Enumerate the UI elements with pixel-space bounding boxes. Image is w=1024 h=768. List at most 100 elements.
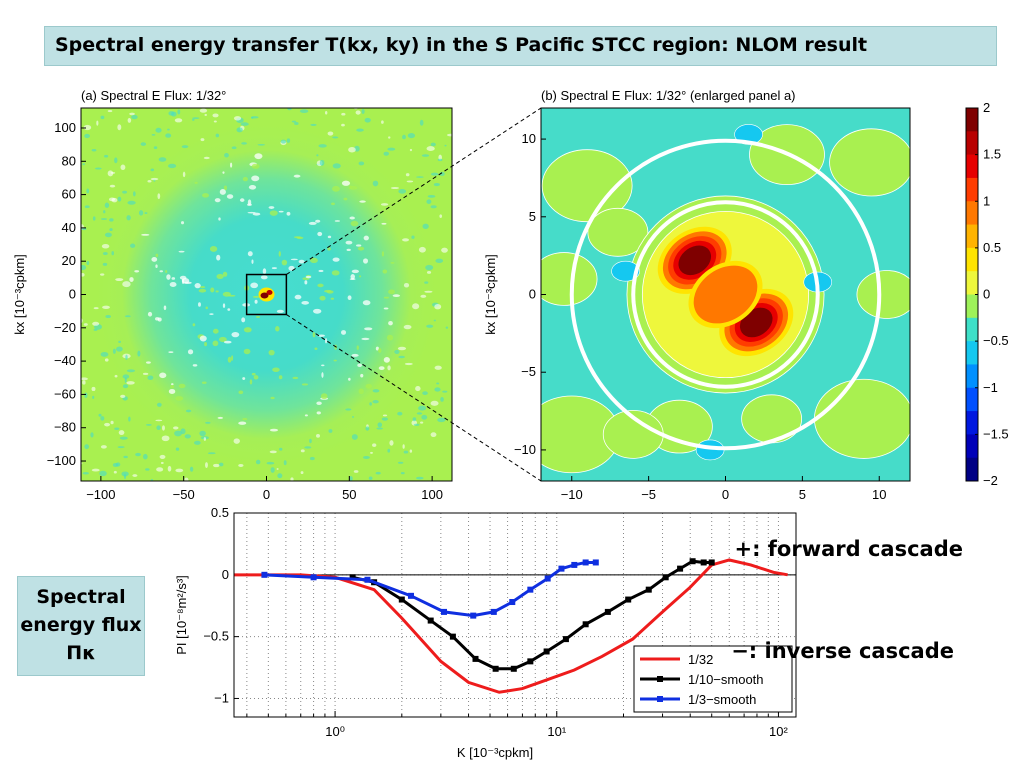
panel-b-patch <box>741 394 803 444</box>
series-3-marker <box>592 559 599 566</box>
page-title: Spectral energy transfer T(kx, ky) in th… <box>55 34 868 56</box>
series-2-marker <box>604 608 611 615</box>
panel-b: (b) Spectral E Flux: 1/32° (enlarged pan… <box>483 88 911 502</box>
colorbar-segment <box>966 434 978 459</box>
legend-label: 1/3−smooth <box>688 692 756 707</box>
panel-a-xtick-label: 0 <box>263 487 270 502</box>
panel-a-ytick-label: −20 <box>54 320 76 335</box>
panel-b-blob <box>745 312 768 333</box>
series-3-marker <box>470 612 477 619</box>
panel-b-ytick-label: −5 <box>521 364 536 379</box>
panel-b-ytick-label: 0 <box>529 287 536 302</box>
colorbar-tick-label: 0 <box>983 287 990 302</box>
series-2-marker <box>527 658 534 665</box>
series-3-marker <box>571 561 578 568</box>
zoom-box <box>245 273 288 316</box>
colorbar-segment <box>966 294 978 319</box>
legend-label: 1/32 <box>688 652 713 667</box>
panel-b-negative-core <box>619 267 632 276</box>
panel-b-xtick-label: −10 <box>561 487 583 502</box>
panel-b-blob <box>693 265 758 324</box>
panel-a-ytick-label: 40 <box>62 220 76 235</box>
panel-a-speckle <box>81 108 452 481</box>
colorbar-segment <box>966 271 978 295</box>
zoom-connector-bottom <box>286 314 542 482</box>
series-2-marker <box>472 655 479 662</box>
panel-b-title: (b) Spectral E Flux: 1/32° (enlarged pan… <box>541 88 796 103</box>
panel-a-xtick-label: −50 <box>173 487 195 502</box>
colorbar-segment <box>966 131 978 156</box>
series-3-marker <box>310 574 317 581</box>
panel-b-xtick-label: 5 <box>799 487 806 502</box>
panel-a-ylabel: kx [10⁻³cpkm] <box>12 254 27 335</box>
series-2-marker <box>562 636 569 643</box>
panel-b-xtick-label: −5 <box>641 487 656 502</box>
panel-a-ytick-label: −60 <box>54 386 76 401</box>
panel-a-ytick-label: 20 <box>62 253 76 268</box>
colorbar-segment <box>966 108 978 132</box>
colorbar-tick-label: 1.5 <box>983 147 1001 162</box>
series-2-marker <box>700 559 707 566</box>
panel-b-xtick-label: 0 <box>722 487 729 502</box>
colorbar-segment <box>966 177 978 202</box>
series-2-marker <box>398 596 405 603</box>
panel-b-circle <box>569 138 882 451</box>
panel-c-xlabel: K [10⁻³cpkm] <box>457 745 533 760</box>
series-2-marker <box>645 586 652 593</box>
panel-b-contours <box>541 124 910 474</box>
colorbar-tick-label: −2 <box>983 473 998 488</box>
title-banner: Spectral energy transfer T(kx, ky) in th… <box>44 26 997 66</box>
panel-a-title: (a) Spectral E Flux: 1/32° <box>81 88 226 103</box>
panel-b-patch <box>856 270 910 319</box>
colorbar-tick-label: −0.5 <box>983 333 1009 348</box>
panel-c-xtick-label: 10⁰ <box>325 724 345 739</box>
panel-a-ytick-label: −40 <box>54 353 76 368</box>
panel-a-ytick-label: −100 <box>47 453 76 468</box>
panel-b-blob <box>683 250 706 271</box>
colorbar-segment <box>966 411 978 435</box>
panel-a-peak <box>260 292 269 299</box>
series-2-marker <box>510 665 517 672</box>
panel-c-xtick-label: 10² <box>769 724 788 739</box>
series-3-marker <box>582 559 589 566</box>
panel-a-xtick-label: 100 <box>421 487 443 502</box>
legend-marker <box>657 676 663 682</box>
series-2-marker <box>582 621 589 628</box>
panel-b-patch <box>541 252 598 306</box>
colorbar-tick-label: 2 <box>983 100 990 115</box>
series-3-marker <box>527 586 534 593</box>
panel-b-patch <box>829 128 910 197</box>
panel-b-ytick-label: −10 <box>514 442 536 457</box>
colorbar-segment <box>966 387 978 412</box>
panel-b-patch <box>813 378 910 459</box>
panel-c-frame <box>233 512 797 718</box>
series-2-marker <box>708 559 715 566</box>
panel-b-xtick-label: 10 <box>872 487 886 502</box>
panel-b-negative-core <box>742 130 755 139</box>
panel-b-ylabel: kx [10⁻³cpkm] <box>483 254 498 335</box>
series-2-marker <box>662 574 669 581</box>
colorbar-segment <box>966 224 978 249</box>
series-3-marker <box>490 608 497 615</box>
series-3-marker <box>509 599 516 606</box>
series-3-marker <box>558 565 565 572</box>
panel-a-ytick-label: 80 <box>62 153 76 168</box>
panel-b-ytick-label: 5 <box>529 209 536 224</box>
panel-a-ytick-label: 60 <box>62 187 76 202</box>
colorbar-tick-label: 0.5 <box>983 240 1001 255</box>
series-2-marker <box>349 574 356 581</box>
colorbar-segment <box>966 457 978 482</box>
colorbar-segment <box>966 201 978 226</box>
panel-c: 0.5 0 −0.5 −1 10⁰ 10¹ 10² K [10⁻³cpkm] PI [10⁻⁸m… <box>174 505 797 760</box>
panel-a-ytick-label: 100 <box>54 120 76 135</box>
colorbar: 2 1.5 1 0.5 0 −0.5 −1 −1.5 −2 <box>965 100 1009 488</box>
series-3-marker <box>261 571 268 578</box>
panel-c-ytick-label: 0.5 <box>211 505 229 520</box>
series-line-1 <box>234 558 788 694</box>
series-2-marker <box>625 596 632 603</box>
series-2-marker <box>492 665 499 672</box>
inverse-cascade-note: −: inverse cascade <box>731 639 954 663</box>
series-2-marker <box>449 633 456 640</box>
zoom-connector-top <box>286 107 542 275</box>
